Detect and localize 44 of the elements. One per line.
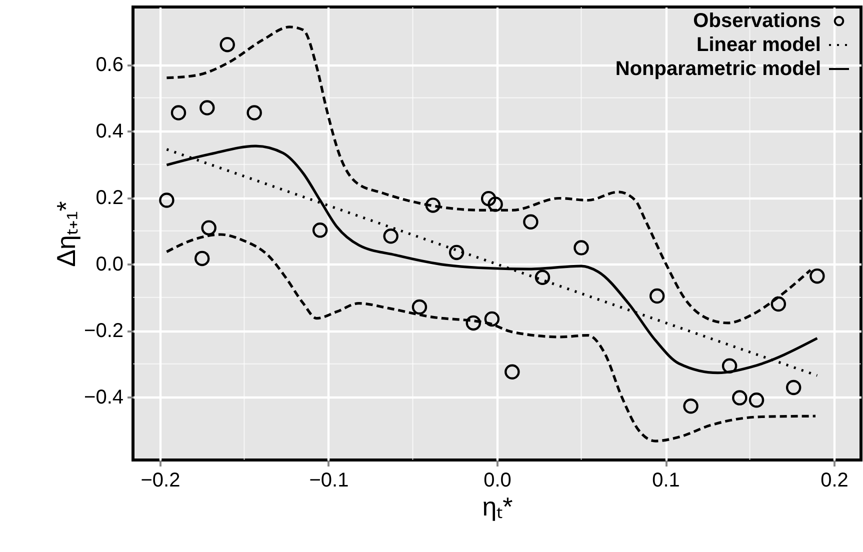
point (201, 220, 216, 236)
point (159, 192, 174, 208)
point (748, 392, 764, 408)
point (683, 398, 698, 414)
x-tick-label: −0.1 (309, 470, 349, 492)
x-axis-title: ηₜ* (482, 492, 513, 522)
point (466, 315, 482, 331)
point (488, 196, 503, 212)
x-tick-label: 0.1 (652, 470, 680, 492)
point (534, 270, 550, 286)
legend-label: Nonparametric model (615, 58, 821, 80)
point (484, 311, 500, 327)
point (722, 358, 738, 374)
point (480, 190, 496, 206)
y-tick-label: 0.2 (96, 187, 124, 210)
point (425, 198, 441, 213)
point (412, 299, 428, 315)
point (200, 100, 215, 116)
x-tick-label: 0.2 (820, 470, 848, 492)
point (194, 250, 210, 266)
point (220, 36, 235, 52)
point (246, 105, 262, 120)
x-tick-label: 0.0 (484, 470, 512, 492)
y-axis-title: Δηₜ₊₁* (51, 201, 82, 267)
x-tick-label: −0.2 (140, 470, 180, 492)
point (170, 105, 186, 120)
point (312, 222, 328, 238)
legend-label: Linear model (696, 34, 821, 56)
y-tick-label: 0.0 (96, 254, 124, 276)
point (504, 364, 520, 380)
point (786, 380, 802, 396)
y-tick-label: −0.2 (84, 320, 124, 342)
point (448, 244, 464, 260)
y-tick-label: −0.4 (84, 386, 124, 409)
point (732, 390, 748, 406)
point (810, 268, 825, 284)
point (383, 228, 398, 244)
y-tick-label: 0.4 (96, 120, 124, 143)
point (770, 296, 786, 312)
legend-label: Observations (693, 10, 821, 32)
y-tick-label: 0.6 (96, 54, 124, 76)
point (649, 288, 665, 304)
point (523, 214, 538, 230)
point (574, 240, 589, 256)
